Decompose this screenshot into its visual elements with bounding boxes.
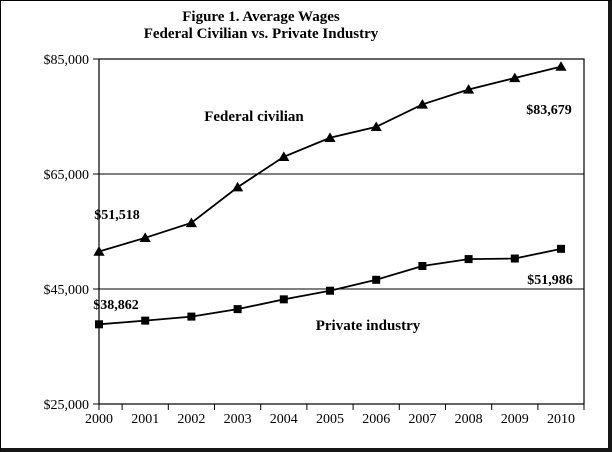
data-point-square-private-industry [279,295,288,304]
plot-area-border [98,58,585,405]
data-point-square-private-industry [187,312,196,321]
x-tick-label: 2010 [547,412,575,427]
data-point-triangle-federal-civilian [278,151,290,161]
x-tick-label: 2003 [224,412,252,427]
data-point-triangle-federal-civilian [416,99,428,109]
data-point-triangle-federal-civilian [463,84,475,94]
data-point-square-private-industry [557,244,565,253]
series-line-federal-civilian [98,65,562,253]
data-point-square-private-industry [326,286,334,295]
data-point-square-private-industry [464,255,473,264]
data-point-square-private-industry [418,262,427,270]
annotation--83-679: $83,679 [526,103,572,118]
annotation-private-industry: Private industry [316,318,421,334]
series-line-private-industry [98,247,562,326]
data-point-square-private-industry [95,320,103,329]
chart-title: Figure 1. Average Wages [182,9,340,25]
x-tick-label: 2002 [177,412,205,427]
data-point-square-private-industry [233,305,242,314]
x-tick-label: 2008 [455,412,483,427]
chart-title-block: Figure 1. Average Wages Federal Civilian… [1,9,521,43]
data-point-triangle-federal-civilian [370,121,382,132]
data-point-square-private-industry [372,275,381,284]
data-point-triangle-federal-civilian [555,61,567,71]
data-point-triangle-federal-civilian [139,232,151,243]
x-tick-label: 2009 [501,412,529,427]
x-tick-label: 2001 [131,412,159,427]
y-tick-label: $25,000 [44,398,90,413]
y-tick-label: $45,000 [44,283,90,298]
data-point-square-private-industry [510,254,519,263]
data-point-triangle-federal-civilian [324,132,336,142]
annotation--38-862: $38,862 [93,298,139,313]
x-tick-label: 2007 [408,412,436,427]
data-point-triangle-federal-civilian [93,246,105,256]
x-tick-label: 2004 [270,412,298,427]
y-tick-label: $65,000 [44,168,90,183]
data-point-triangle-federal-civilian [232,181,244,192]
annotation-federal-civilian: Federal civilian [204,109,304,125]
data-point-square-private-industry [141,316,150,325]
annotation--51-986: $51,986 [527,273,573,288]
annotation--51-518: $51,518 [94,208,140,223]
data-point-triangle-federal-civilian [185,217,197,228]
chart-subtitle: Federal Civilian vs. Private Industry [143,26,379,42]
x-tick-label: 2006 [362,412,390,427]
data-point-triangle-federal-civilian [509,72,521,83]
x-tick-label: 2005 [316,412,344,427]
x-tick-label: 2000 [85,412,113,427]
y-tick-label: $85,000 [44,53,90,68]
